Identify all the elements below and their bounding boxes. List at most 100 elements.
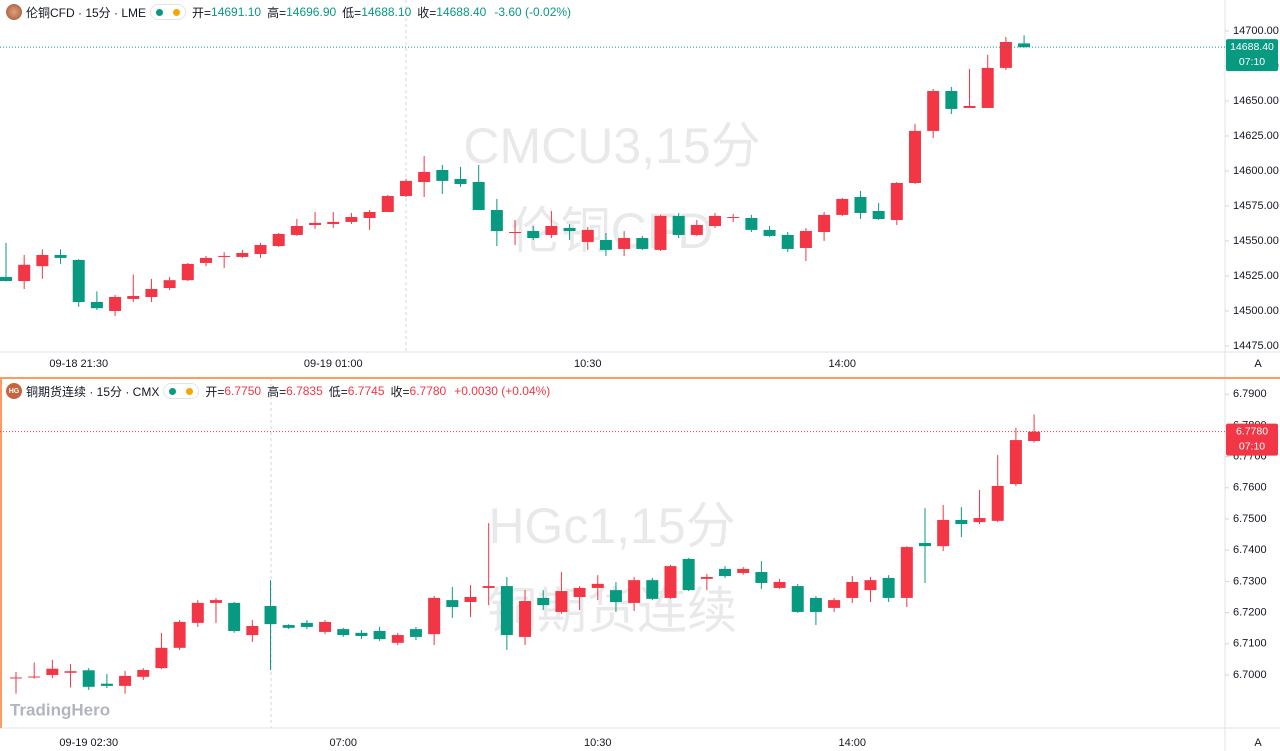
candle-body — [654, 215, 667, 250]
candle-body — [799, 231, 812, 248]
ohlc-label: 开= — [192, 5, 212, 20]
candle-body — [218, 255, 231, 257]
x-tick-label: 10:30 — [584, 737, 612, 749]
candle-body — [618, 238, 631, 249]
candle-body — [436, 169, 449, 181]
ohlc-value: 14691.10 — [211, 5, 262, 19]
candle-body — [636, 238, 649, 249]
candle-body — [573, 587, 586, 597]
candle-body — [854, 197, 867, 213]
x-tick-label: 09-18 21:30 — [49, 358, 108, 370]
candle-body — [254, 245, 267, 254]
x-tick-label: 07:00 — [329, 737, 357, 749]
y-tick-label: 6.7300 — [1233, 575, 1267, 587]
eye-icon — [156, 8, 164, 16]
candle-body — [236, 253, 249, 257]
candle-body — [591, 583, 604, 588]
candle-body — [599, 239, 612, 250]
candle-body — [672, 215, 685, 235]
candle-body — [945, 91, 958, 109]
candle-body — [1028, 431, 1041, 442]
candle-body — [109, 296, 122, 311]
scale-mode: A — [1254, 358, 1262, 370]
candle-body — [872, 211, 885, 219]
candle-body — [519, 601, 532, 637]
x-tick-label: 09-19 02:30 — [59, 737, 118, 749]
scale-mode: A — [1254, 737, 1262, 749]
candle-body — [937, 519, 950, 547]
scale-mode-button[interactable] — [1249, 734, 1267, 751]
candle-body — [927, 91, 940, 131]
candle-body — [454, 178, 467, 184]
candle-body — [155, 647, 168, 669]
candle-body — [763, 229, 776, 236]
candle-body — [737, 568, 750, 573]
candle-body — [272, 233, 285, 247]
candle-body — [373, 630, 386, 640]
y-tick-label: 6.7400 — [1233, 544, 1267, 556]
candle-body — [345, 217, 358, 222]
last-price-label: 6.7780 — [1236, 425, 1268, 437]
countdown: 07:10 — [1239, 440, 1265, 452]
candle-body — [999, 42, 1012, 68]
wave-icon — [173, 8, 181, 16]
candle-body — [755, 572, 768, 583]
visibility-toggle[interactable] — [163, 383, 200, 399]
candle-body — [791, 586, 804, 612]
candle-body — [973, 518, 986, 523]
ohlc-label: 高= — [267, 5, 287, 20]
candle-body — [0, 276, 12, 282]
candle-body — [264, 606, 277, 625]
x-tick-label: 14:00 — [829, 358, 857, 370]
candle-body — [818, 214, 831, 233]
candle-body — [145, 288, 158, 297]
candle-body — [981, 67, 994, 108]
logo: TradingHero — [10, 700, 110, 719]
y-tick-label: 6.7500 — [1233, 513, 1267, 525]
candle-body — [228, 602, 241, 631]
scale-mode-button[interactable] — [1249, 355, 1267, 373]
y-tick-label: 14575.00 — [1233, 200, 1279, 212]
last-price-box — [1226, 39, 1278, 72]
candle-body — [900, 547, 913, 598]
candle-body — [727, 217, 740, 219]
candle-body — [72, 260, 85, 303]
candle-body — [745, 218, 758, 230]
candle-body — [690, 225, 703, 235]
ohlc-value: 6.7750 — [224, 384, 262, 398]
candle-body — [628, 580, 641, 603]
candle-body — [119, 675, 132, 686]
candle-body — [719, 568, 732, 577]
candle-body — [64, 671, 77, 673]
candle-body — [100, 683, 113, 686]
ohlc-value: 6.7835 — [286, 384, 323, 398]
y-tick-label: 14500.00 — [1233, 305, 1279, 317]
candle-body — [173, 621, 186, 648]
active-pane-border — [0, 377, 2, 728]
candle-body — [355, 632, 368, 636]
candle-body — [646, 580, 659, 599]
candle-body — [391, 635, 404, 643]
y-tick-label: 6.7000 — [1233, 669, 1267, 681]
candle-body — [836, 198, 849, 215]
y-tick-label: 14525.00 — [1233, 270, 1279, 282]
active-pane-border — [0, 377, 1280, 379]
candle-body — [300, 622, 313, 627]
candle-body — [781, 234, 794, 249]
candle-body — [282, 625, 295, 628]
candle-body — [409, 629, 422, 637]
candle-body — [864, 580, 877, 591]
y-tick-label: 6.7200 — [1233, 606, 1267, 618]
candle-body — [664, 566, 677, 598]
candle-body — [490, 210, 503, 232]
candle-body — [10, 677, 22, 679]
legend-header: HG 铜期货连续 · 15分 · CMX 开= 6.7750 高= 6.7835 低= 6.7… — [6, 382, 550, 400]
ohlc-value: 14696.90 — [286, 5, 337, 19]
candle-body — [482, 586, 495, 588]
ohlc-label: 开= — [205, 384, 225, 399]
candle-body — [464, 596, 477, 602]
visibility-toggle[interactable] — [150, 4, 187, 20]
y-tick-label: 14650.00 — [1233, 95, 1279, 107]
candle-body — [163, 280, 176, 289]
